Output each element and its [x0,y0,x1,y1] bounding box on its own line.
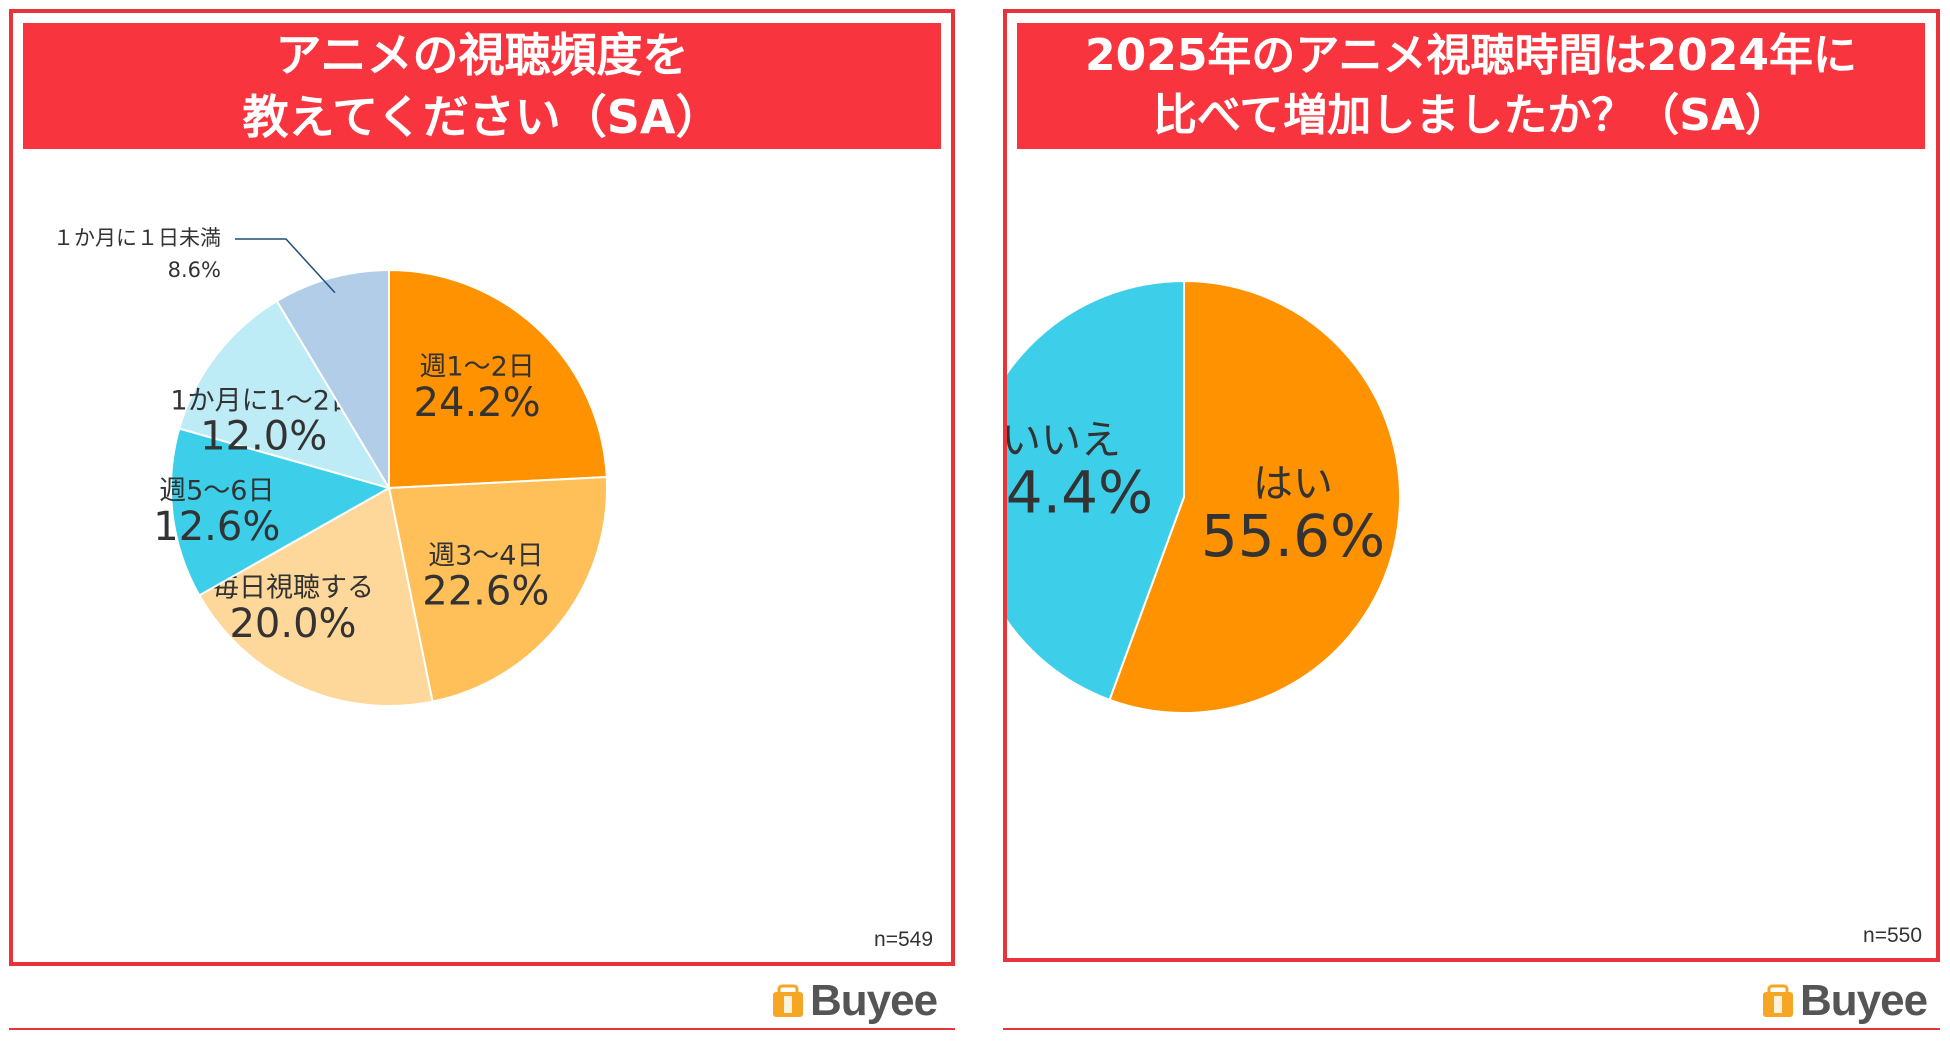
pie-slice [275,268,390,492]
sample-size-label: n=550 [1863,924,1922,947]
pie-slice [197,486,434,707]
slice-category-label: いいえ [1007,417,1121,463]
footer-divider [9,1028,955,1030]
slice-value-label: 44.4% [1007,458,1153,526]
shopping-bag-icon [1763,984,1793,1017]
slice-category-label: 毎日視聴する [212,573,374,604]
chart-title-line-2: 教えてください（SA） [242,90,722,144]
pie-slice [1007,279,1185,702]
leader-line [235,238,336,294]
slice-category-label: 週5～6日 [159,476,274,507]
chart-title-banner: アニメの視聴頻度を 教えてください（SA） [23,23,941,149]
slice-value-label: 22.6% [422,569,549,615]
slice-value-label: 12.6% [153,504,280,550]
slice-category-label: １か月に１日未満 [53,226,221,250]
footer-divider [1003,1028,1940,1030]
brand-name: Buyee [1800,976,1928,1025]
shopping-bag-icon [773,984,803,1017]
slice-value-label: 55.6% [1201,502,1385,570]
chart-title-line-1: 2025年のアニメ視聴時間は2024年に [1084,30,1858,81]
slice-category-label: 1か月に1～2日 [170,385,357,416]
chart-panel-frequency: アニメの視聴頻度を 教えてください（SA） 週1～2日 24.2% 週3～4日 22.… [9,9,955,966]
brand-name: Buyee [810,976,938,1025]
pie-slice [387,476,608,703]
chart-title-banner: 2025年のアニメ視聴時間は2024年に 比べて増加しましたか？（SA） [1017,23,1925,149]
buyee-logo: Buyee [1760,976,1928,1026]
slice-category-label: 週1～2日 [419,352,534,383]
chart-panel-increase: 2025年のアニメ視聴時間は2024年に 比べて増加しましたか？（SA） はい 5… [1003,9,1940,962]
slice-value-label: 20.0% [229,601,356,647]
pie-slice [170,427,392,597]
chart-title-line-2: 比べて増加しましたか？（SA） [1153,90,1789,141]
buyee-logo: Buyee [770,976,938,1026]
slice-value-label: 24.2% [414,380,541,426]
sample-size-label: n=549 [874,928,933,951]
slice-value-label: 12.0% [200,414,327,460]
slice-category-label: はい [1253,461,1333,507]
chart-title-line-1: アニメの視聴頻度を [275,28,689,82]
pie-slice [178,299,392,490]
slice-value-label: 8.6% [168,258,221,282]
pie-slice [1108,279,1401,714]
slice-category-label: 週3～4日 [428,540,543,571]
pie-slice [388,268,608,490]
